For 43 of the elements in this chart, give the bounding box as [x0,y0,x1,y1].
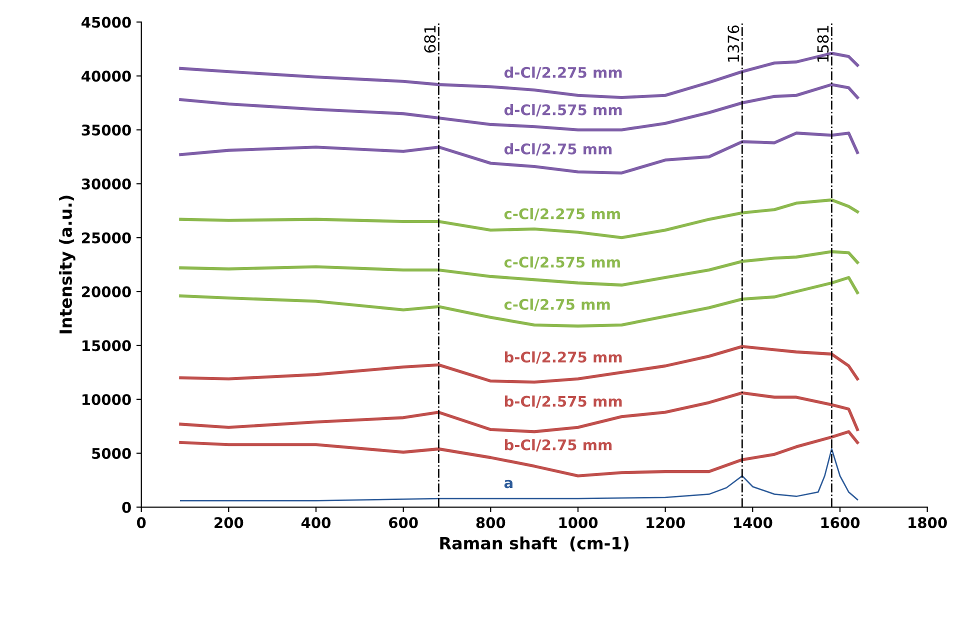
y-tick-label: 15000 [82,340,131,352]
x-tick-label: 1600 [821,517,860,528]
line-series [179,391,859,434]
series-label: a [504,480,512,488]
line-series [179,276,859,328]
series-label: d-Cl/2.275 mm [504,66,622,80]
line-series [179,345,859,384]
series-label: b-Cl/2.575 mm [504,396,622,408]
series-label: b-Cl/2.75 mm [504,439,612,452]
y-tick-label: 30000 [82,178,131,190]
line-series [179,430,859,478]
line-series [179,198,859,240]
x-tick-label: 1400 [734,517,772,528]
x-tick-label: 200 [214,517,244,528]
x-axis-title: Raman shaft (cm-1) [440,536,628,552]
y-tick-label: 20000 [82,286,131,298]
y-axis-title: Intensity (a.u.) [59,196,76,334]
y-tick-label: 45000 [82,16,131,28]
ref-line-label: 1376 [728,25,740,62]
ref-line-label: 1581 [817,26,829,62]
series-label: c-Cl/2.75 mm [504,298,610,312]
y-tick-label: 10000 [82,394,131,406]
y-tick-label: 40000 [82,70,131,82]
x-tick-label: 1000 [559,517,598,528]
line-series [179,250,859,287]
x-tick-label: 1800 [908,517,947,528]
series-label: c-Cl/2.575 mm [504,256,620,269]
y-tick-label: 0 [122,502,131,513]
series-label: d-Cl/2.75 mm [504,143,612,156]
x-tick-label: 1200 [646,517,685,528]
y-tick-label: 25000 [82,232,131,244]
series-label: c-Cl/2.275 mm [504,208,620,220]
y-tick-label: 35000 [82,124,131,136]
x-tick-label: 600 [389,517,418,528]
ref-line-label: 681 [424,26,436,53]
x-tick-label: 0 [136,517,146,528]
series-label: d-Cl/2.575 mm [504,104,622,116]
x-tick-label: 400 [301,517,331,528]
series-label: b-Cl/2.275 mm [504,351,622,364]
line-series [179,132,859,174]
line-series [179,83,859,132]
y-tick-label: 5000 [92,448,131,459]
x-tick-label: 800 [476,517,506,528]
